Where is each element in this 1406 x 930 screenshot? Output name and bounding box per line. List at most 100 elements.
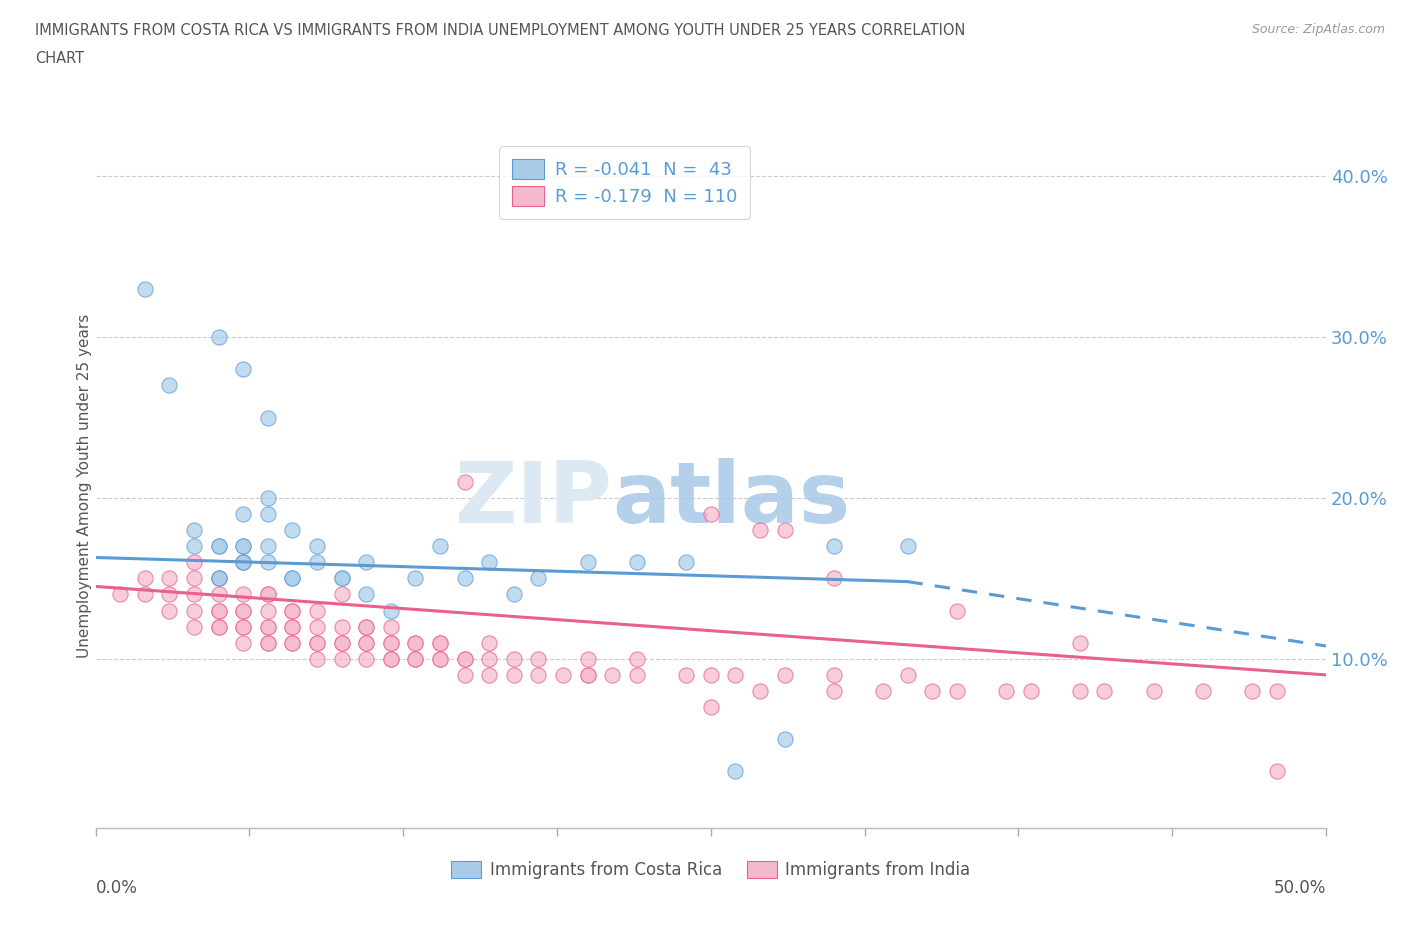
Text: IMMIGRANTS FROM COSTA RICA VS IMMIGRANTS FROM INDIA UNEMPLOYMENT AMONG YOUTH UND: IMMIGRANTS FROM COSTA RICA VS IMMIGRANTS…: [35, 23, 966, 38]
Point: [897, 668, 920, 683]
Point: [281, 604, 304, 618]
Point: [257, 619, 280, 634]
Point: [527, 651, 550, 666]
Point: [232, 604, 254, 618]
Point: [307, 619, 329, 634]
Point: [159, 378, 181, 392]
Point: [257, 555, 280, 570]
Point: [626, 668, 648, 683]
Point: [281, 635, 304, 650]
Point: [208, 619, 231, 634]
Point: [232, 538, 254, 553]
Point: [330, 635, 353, 650]
Point: [700, 668, 723, 683]
Point: [257, 635, 280, 650]
Point: [503, 651, 526, 666]
Point: [281, 635, 304, 650]
Point: [823, 538, 845, 553]
Y-axis label: Unemployment Among Youth under 25 years: Unemployment Among Youth under 25 years: [77, 313, 91, 658]
Point: [675, 555, 697, 570]
Point: [897, 538, 920, 553]
Point: [773, 523, 796, 538]
Point: [946, 684, 969, 698]
Point: [281, 619, 304, 634]
Point: [773, 668, 796, 683]
Point: [208, 571, 231, 586]
Point: [110, 587, 132, 602]
Point: [208, 604, 231, 618]
Point: [208, 587, 231, 602]
Point: [356, 619, 378, 634]
Point: [281, 523, 304, 538]
Point: [478, 668, 501, 683]
Point: [307, 635, 329, 650]
Point: [823, 684, 845, 698]
Point: [478, 635, 501, 650]
Point: [405, 651, 427, 666]
Point: [576, 651, 599, 666]
Point: [232, 538, 254, 553]
Point: [675, 668, 697, 683]
Point: [454, 474, 477, 489]
Point: [257, 410, 280, 425]
Point: [330, 651, 353, 666]
Point: [208, 604, 231, 618]
Point: [232, 604, 254, 618]
Point: [134, 571, 156, 586]
Point: [208, 330, 231, 345]
Point: [232, 619, 254, 634]
Point: [356, 619, 378, 634]
Point: [307, 651, 329, 666]
Point: [724, 668, 747, 683]
Point: [232, 555, 254, 570]
Point: [232, 587, 254, 602]
Point: [405, 635, 427, 650]
Text: 50.0%: 50.0%: [1274, 879, 1326, 897]
Point: [1069, 635, 1091, 650]
Point: [1265, 764, 1288, 778]
Point: [872, 684, 894, 698]
Point: [208, 538, 231, 553]
Point: [626, 651, 648, 666]
Point: [429, 538, 451, 553]
Point: [527, 668, 550, 683]
Point: [1143, 684, 1166, 698]
Point: [405, 635, 427, 650]
Point: [380, 619, 402, 634]
Point: [257, 538, 280, 553]
Point: [995, 684, 1018, 698]
Point: [478, 555, 501, 570]
Point: [626, 555, 648, 570]
Point: [257, 587, 280, 602]
Point: [281, 571, 304, 586]
Point: [503, 587, 526, 602]
Point: [330, 571, 353, 586]
Point: [749, 684, 772, 698]
Point: [281, 604, 304, 618]
Point: [281, 571, 304, 586]
Point: [307, 604, 329, 618]
Point: [773, 732, 796, 747]
Point: [208, 571, 231, 586]
Text: CHART: CHART: [35, 51, 84, 66]
Point: [1192, 684, 1215, 698]
Point: [356, 635, 378, 650]
Point: [553, 668, 575, 683]
Point: [356, 587, 378, 602]
Point: [183, 538, 205, 553]
Point: [208, 619, 231, 634]
Point: [307, 555, 329, 570]
Point: [602, 668, 624, 683]
Point: [232, 635, 254, 650]
Point: [159, 604, 181, 618]
Point: [700, 699, 723, 714]
Point: [257, 604, 280, 618]
Point: [503, 668, 526, 683]
Point: [232, 555, 254, 570]
Point: [429, 651, 451, 666]
Text: ZIP: ZIP: [454, 458, 613, 541]
Point: [159, 571, 181, 586]
Point: [1265, 684, 1288, 698]
Point: [232, 362, 254, 377]
Point: [183, 587, 205, 602]
